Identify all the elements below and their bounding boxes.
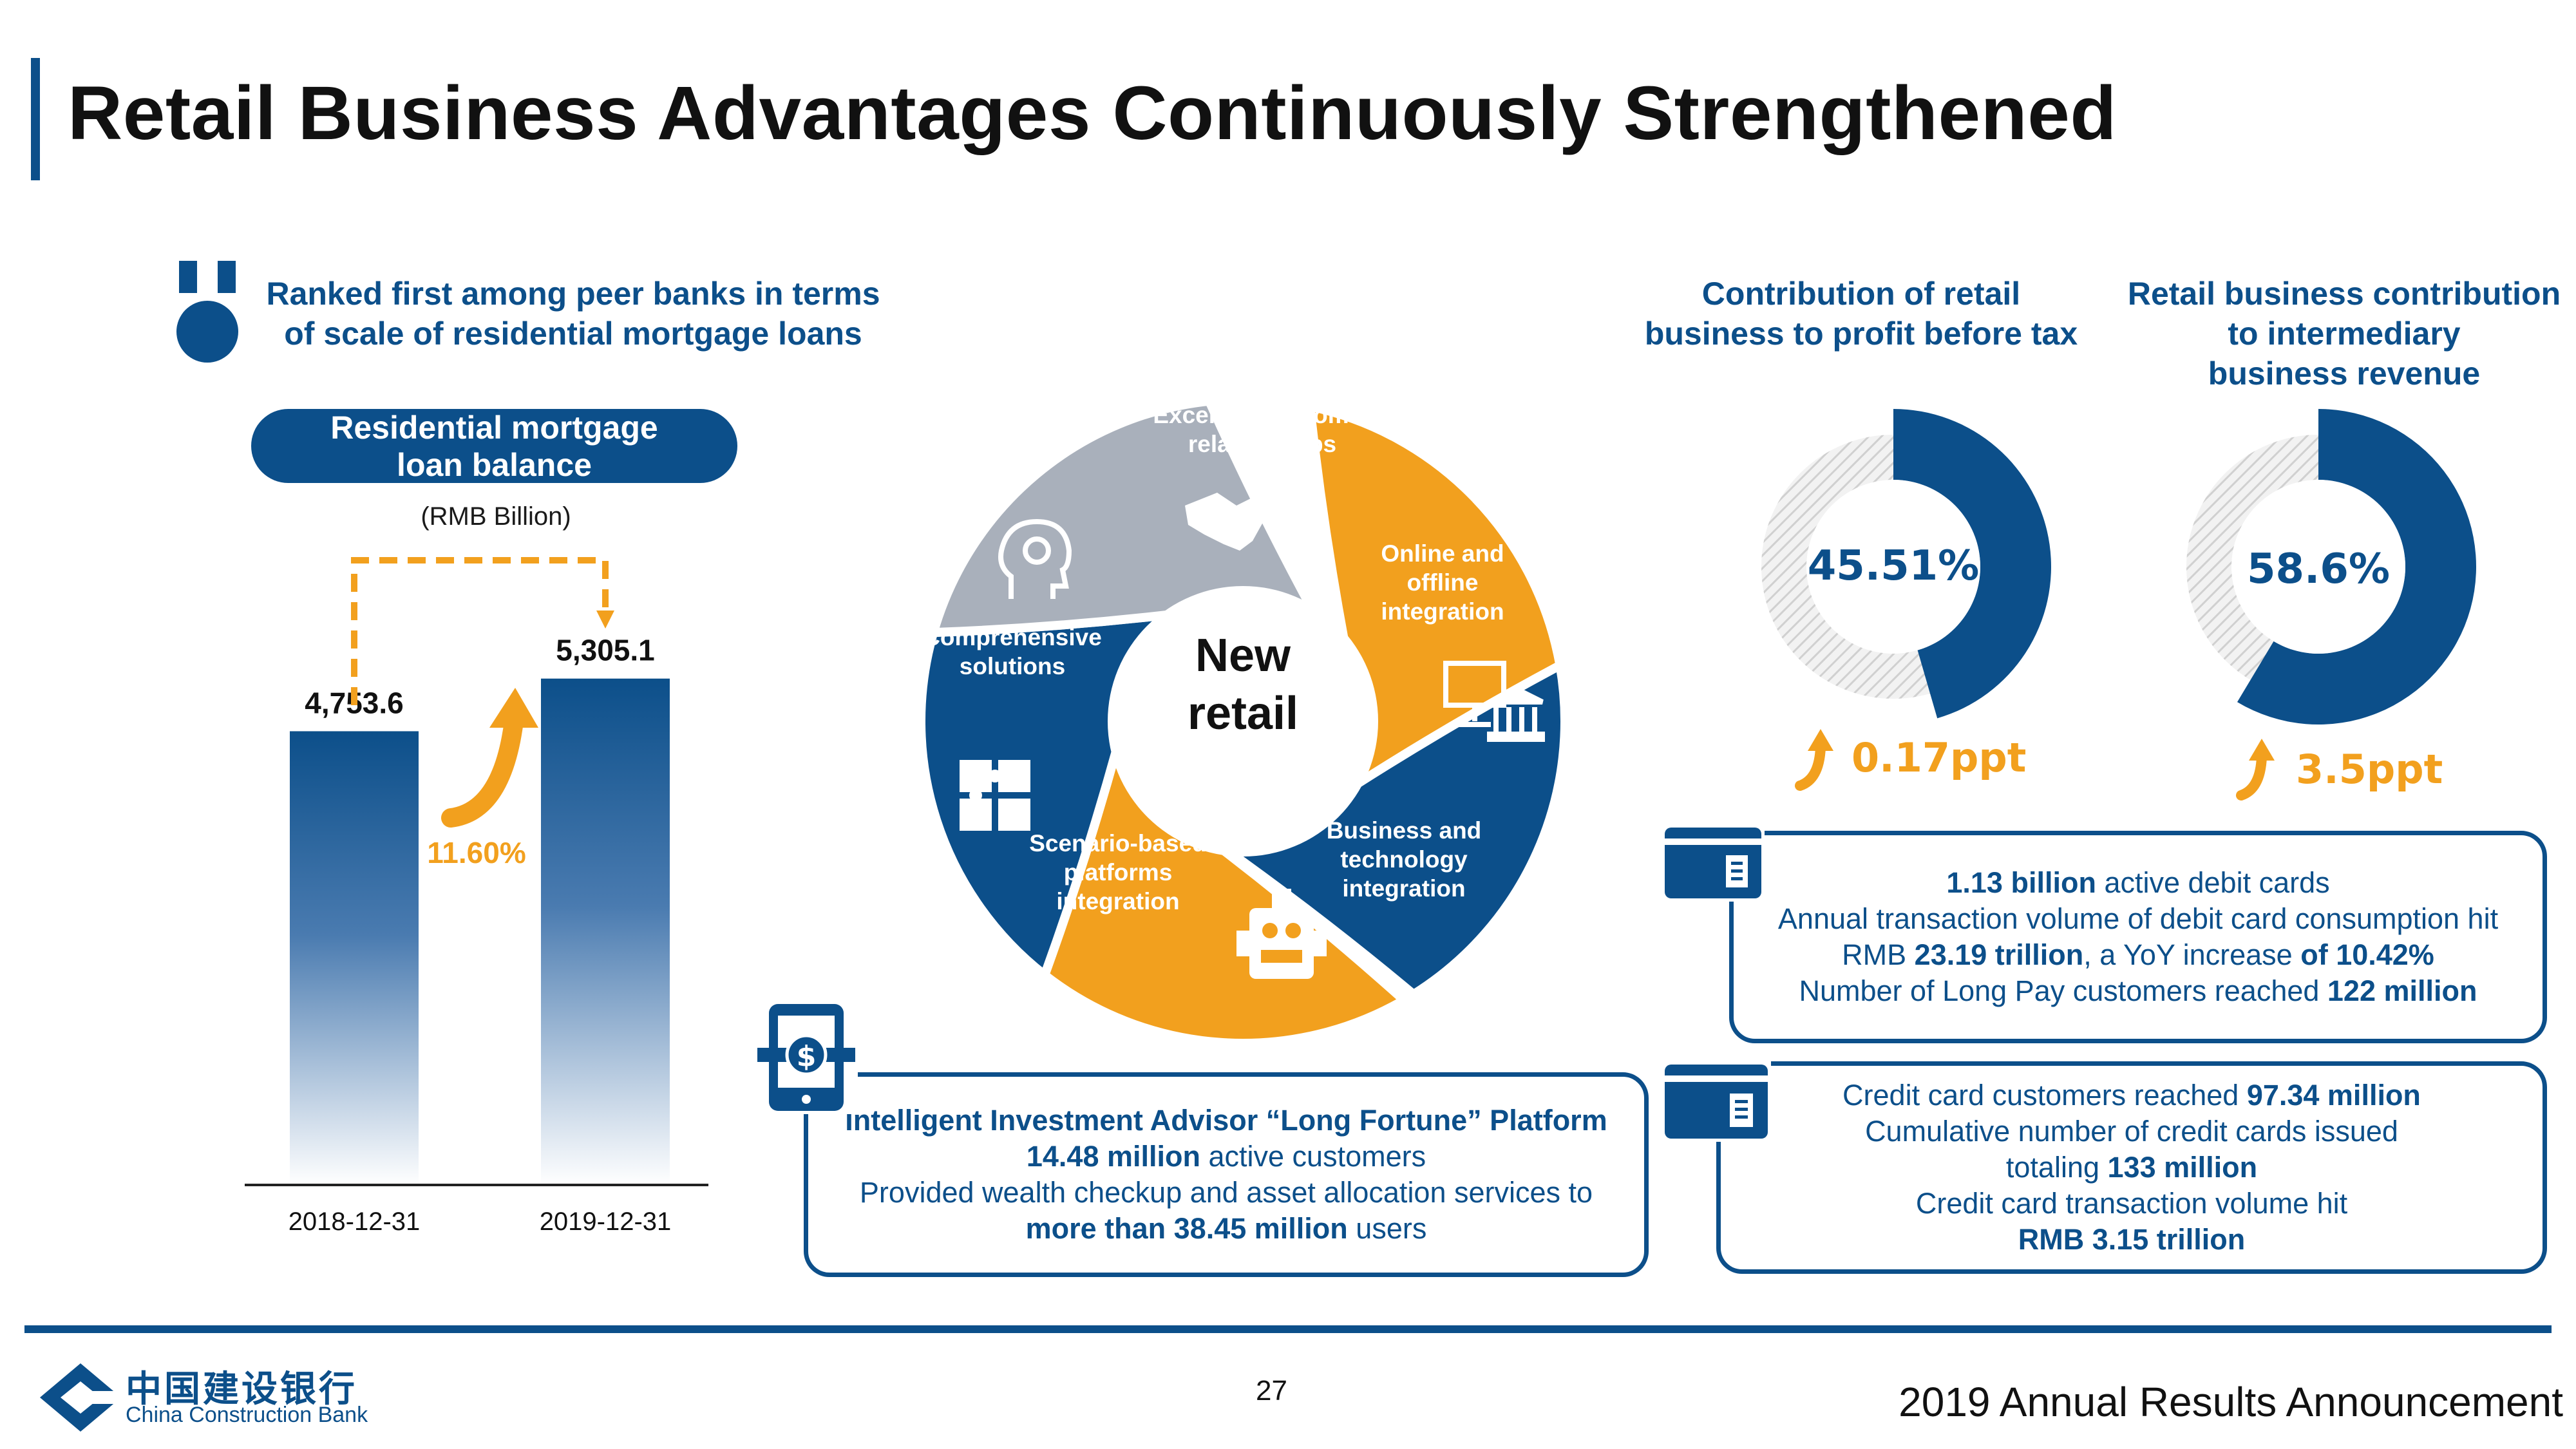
delta1-value: 0.17ppt [1852, 734, 2027, 781]
page-number: 27 [1256, 1375, 1287, 1406]
wheel-center-line2: retail [1188, 688, 1298, 739]
new-retail-wheel: New retail Excellent customer relationsh… [916, 396, 1569, 1048]
delta2-up-arrow-icon [2236, 739, 2275, 800]
donut-hole [1806, 480, 1980, 654]
logo-chinese-text: 中国建设银行 [126, 1368, 357, 1410]
donut-profit-before-tax: 45.51% [1761, 409, 2051, 719]
handshake-icon [1185, 493, 1269, 551]
wheel-segment-5 [927, 396, 1319, 638]
donut-intermediary-revenue: 58.6% [2186, 409, 2476, 724]
seg3-label-3: integration [1342, 875, 1465, 902]
donut-hole [2231, 480, 2405, 654]
bank-building-icon [1443, 661, 1545, 742]
growth-label: 11.60% [427, 836, 526, 869]
seg1-label-1: Excellent customer [1153, 402, 1371, 428]
page-title: Retail Business Advantages Continuously … [68, 71, 2117, 156]
bar-2018-12-31 [290, 731, 419, 1185]
logo-english-text: China Construction Bank [126, 1403, 368, 1427]
seg1-label-2: relationships [1188, 431, 1336, 457]
dashed-connector [351, 557, 609, 705]
footer-divider [24, 1325, 2552, 1333]
debit-card-icon [1662, 824, 1765, 902]
wheel-center [1108, 586, 1378, 857]
seg4-label-1: Scenario-based [1029, 830, 1207, 857]
robot-icon [1236, 889, 1327, 979]
debit-card-box: 1.13 billion active debit cards Annual t… [1729, 831, 2547, 1043]
title-accent-bar [31, 58, 40, 180]
seg5-label-2: solutions [960, 653, 1065, 679]
ccb-logo-icon [40, 1363, 122, 1432]
seg5-label-1: Comprehensive [923, 624, 1102, 650]
head-gear-icon [998, 518, 1072, 599]
seg3-label-2: technology [1340, 846, 1468, 873]
donut2-heading: Retail business contribution to intermed… [2127, 276, 2561, 392]
donut2-value: 58.6% [2247, 545, 2390, 593]
bar-value-label: 5,305.1 [556, 634, 654, 667]
seg4-label-3: integration [1056, 888, 1179, 914]
growth-arrow [441, 712, 524, 828]
x-tick-label: 2018-12-31 [289, 1208, 421, 1236]
chart-unit-label: (RMB Billion) [421, 502, 571, 531]
puzzle-icon [960, 760, 1030, 831]
advisor-box: Intelligent Investment Advisor “Long For… [804, 1072, 1649, 1277]
medal-icon [176, 261, 238, 363]
tablet-dollar-icon: $ [755, 1001, 858, 1114]
seg2-label-2: offline [1407, 569, 1479, 596]
delta2-value: 3.5ppt [2296, 746, 2443, 793]
x-tick-label: 2019-12-31 [540, 1208, 672, 1236]
footer-title: 2019 Annual Results Announcement [1899, 1379, 2563, 1425]
seg2-label-3: integration [1381, 598, 1504, 625]
mortgage-chart-pill: Residential mortgage loan balance [251, 409, 737, 483]
delta1-up-arrow-icon [1795, 729, 1833, 791]
donut1-value: 45.51% [1808, 542, 1980, 590]
credit-card-box: Credit card customers reached 97.34 mill… [1716, 1061, 2547, 1274]
wheel-center-line1: New [1195, 630, 1291, 681]
svg-text:$: $ [797, 1040, 817, 1073]
seg4-label-2: platforms [1064, 859, 1173, 886]
connector-arrowhead [596, 611, 614, 629]
donut-value-arc [2237, 409, 2476, 724]
mortgage-rank-heading: Ranked first among peer banks in terms o… [266, 276, 880, 352]
donut1-heading: Contribution of retail business to profi… [1644, 276, 2078, 352]
seg3-label-1: Business and [1327, 817, 1482, 844]
donut-value-arc [1893, 409, 2051, 719]
bar-2019-12-31 [541, 678, 670, 1185]
credit-card-icon [1662, 1061, 1771, 1142]
growth-arrowhead [489, 688, 538, 728]
seg2-label-1: Online and [1381, 540, 1504, 567]
